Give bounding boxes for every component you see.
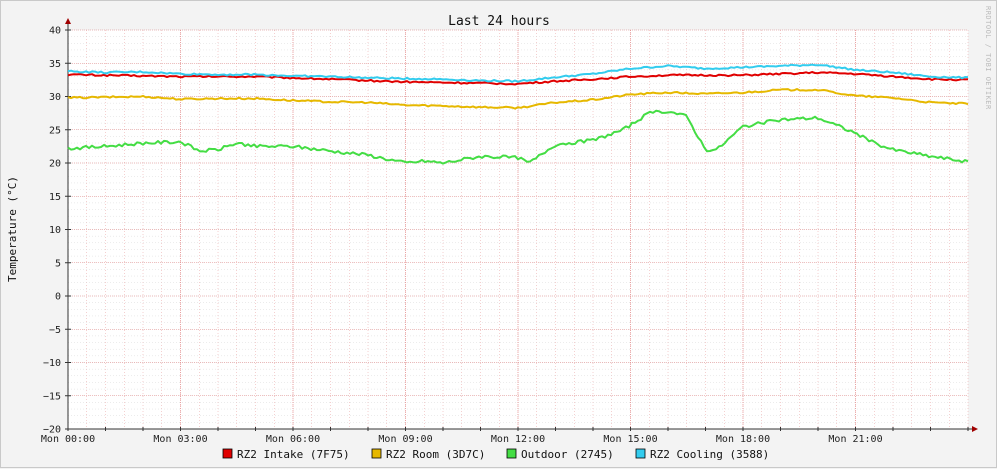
x-tick-label: Mon 21:00 — [828, 434, 882, 445]
x-tick-label: Mon 12:00 — [491, 434, 545, 445]
y-tick-labels: 40 35 30 25 20 15 10 5 0 −5 −10 −15 −20 — [43, 26, 61, 436]
legend-label: Outdoor (2745) — [521, 448, 614, 461]
x-tick-label: Mon 09:00 — [378, 434, 432, 445]
y-tick-label: 15 — [49, 192, 61, 203]
x-tick-label: Mon 03:00 — [153, 434, 207, 445]
series-line — [67, 63, 969, 83]
y-tick-label: 0 — [55, 292, 61, 303]
legend-label: RZ2 Room (3D7C) — [386, 448, 485, 461]
series-line — [67, 71, 969, 86]
legend-item: RZ2 Cooling (3588) — [635, 448, 769, 461]
series-line — [67, 109, 969, 165]
series-lines — [67, 63, 969, 165]
rrdtool-watermark: RRDTOOL / TOBI OETIKER — [984, 6, 992, 110]
axes — [65, 18, 978, 432]
legend-label: RZ2 Intake (7F75) — [237, 448, 350, 461]
y-tick-label: 5 — [55, 258, 61, 269]
x-tick-label: Mon 15:00 — [603, 434, 657, 445]
y-tick-label: −5 — [49, 325, 61, 336]
legend-item: RZ2 Intake (7F75) — [222, 448, 350, 461]
x-tick-label: Mon 06:00 — [266, 434, 320, 445]
legend-item: Outdoor (2745) — [506, 448, 614, 461]
legend: RZ2 Intake (7F75) RZ2 Room (3D7C) Outdoor … — [222, 448, 769, 461]
y-tick-label: 40 — [49, 26, 61, 37]
legend-swatch — [635, 448, 646, 459]
y-axis-label: Temperature (°C) — [6, 176, 19, 282]
x-tick-label: Mon 18:00 — [716, 434, 770, 445]
legend-swatch — [222, 448, 233, 459]
y-tick-label: 35 — [49, 59, 61, 70]
y-axis-arrow — [65, 18, 71, 24]
legend-swatch — [371, 448, 382, 459]
legend-swatch — [506, 448, 517, 459]
series-line — [67, 88, 969, 110]
y-tick-label: 30 — [49, 92, 61, 103]
y-tick-label: −15 — [43, 391, 61, 402]
y-tick-label: −20 — [43, 425, 61, 436]
y-tick-label: 20 — [49, 159, 61, 170]
y-tick-label: 25 — [49, 125, 61, 136]
legend-item: RZ2 Room (3D7C) — [371, 448, 485, 461]
y-tick-label: 10 — [49, 225, 61, 236]
chart-title: Last 24 hours — [448, 14, 550, 29]
x-tick-label: Mon 00:00 — [41, 434, 95, 445]
legend-label: RZ2 Cooling (3588) — [650, 448, 769, 461]
x-axis-arrow — [972, 426, 978, 432]
x-tick-labels: Mon 00:00 Mon 03:00 Mon 06:00 Mon 09:00 Mon … — [41, 434, 883, 445]
y-tick-label: −10 — [43, 358, 61, 369]
